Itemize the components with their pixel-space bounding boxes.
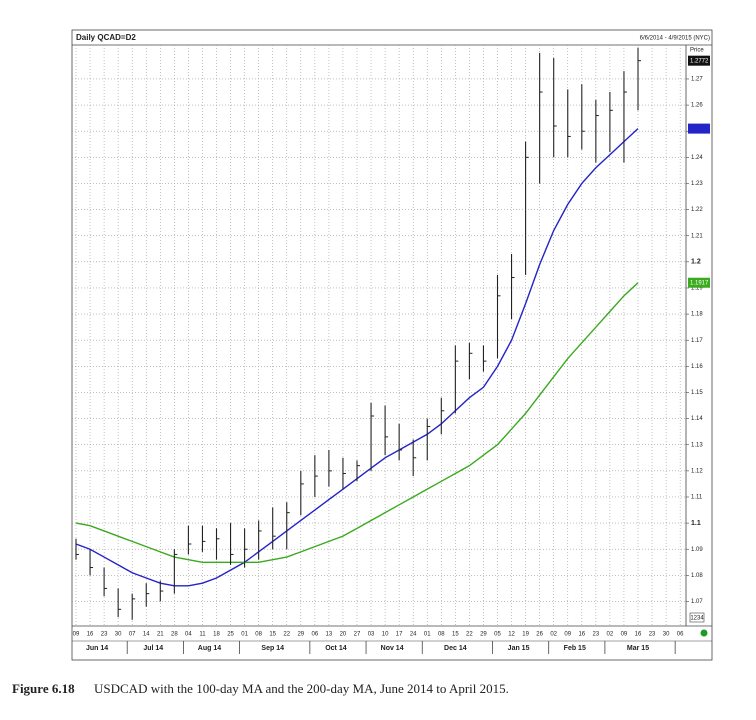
x-tick-label: 22 [283,632,290,638]
month-label: Jul 14 [143,645,163,652]
caption-label: Figure 6.18 [12,681,75,696]
chart-frame [71,29,713,661]
date-range: 6/6/2014 - 4/9/2015 (NYC) [640,36,710,42]
x-tick-label: 29 [480,632,487,638]
status-dot [700,629,708,637]
last-price-box [688,55,710,66]
month-label: Feb 15 [564,645,586,652]
corner-box [689,612,705,623]
x-tick-label: 01 [241,632,248,638]
x-tick-label: 17 [396,632,403,638]
month-label: Nov 14 [381,645,404,652]
x-tick-label: 29 [297,632,304,638]
y-tick-label: 1.1 [691,520,701,527]
x-tick-label: 15 [269,632,276,638]
x-tick-label: 10 [382,632,389,638]
x-tick-label: 26 [536,632,543,638]
x-tick-label: 23 [593,632,600,638]
x-tick-label: 09 [621,632,628,638]
x-tick-label: 02 [550,632,557,638]
y-tick-label: 1.15 [691,390,703,396]
month-label: Dec 14 [444,645,467,652]
x-tick-label: 12 [508,632,515,638]
x-tick-label: 01 [424,632,431,638]
x-tick-label: 04 [185,632,192,638]
x-tick-label: 23 [101,632,108,638]
y-tick-label: 1.24 [691,155,703,161]
y-tick-label: 1.11 [691,495,703,501]
corner-label: 1234 [690,616,704,622]
x-tick-label: 11 [199,632,206,638]
chart-title: Daily QCAD=D2 [76,33,136,42]
x-tick-label: 21 [157,632,164,638]
x-tick-label: 06 [312,632,319,638]
x-tick-label: 27 [354,632,361,638]
x-tick-label: 16 [578,632,585,638]
price-label: Price [690,48,704,54]
y-tick-label: 1.2 [691,259,701,266]
x-tick-label: 08 [438,632,445,638]
x-tick-label: 09 [564,632,571,638]
x-tick-label: 07 [129,632,136,638]
ma-last-box [688,277,710,288]
x-tick-label: 15 [452,632,459,638]
month-label: Oct 14 [325,645,347,652]
ma-last-box [688,123,710,134]
x-tick-label: 02 [607,632,614,638]
caption-text: USDCAD with the 100-day MA and the 200-d… [94,681,509,696]
x-tick-label: 20 [340,632,347,638]
x-tick-label: 30 [115,632,122,638]
x-tick-label: 22 [466,632,473,638]
x-tick-label: 19 [522,632,529,638]
moving-average-line [75,282,639,563]
x-tick-label: 16 [87,632,94,638]
month-label: Jun 14 [86,645,108,652]
x-tick-label: 18 [213,632,220,638]
x-tick-label: 16 [635,632,642,638]
x-tick-label: 30 [663,632,670,638]
y-tick-label: 1.19 [691,286,703,292]
y-tick-label: 1.22 [691,207,703,213]
x-tick-label: 25 [227,632,234,638]
y-tick-label: 1.13 [691,442,703,448]
y-tick-label: 1.14 [691,416,703,422]
y-tick-label: 1.21 [691,233,703,239]
x-tick-label: 28 [171,632,178,638]
last-price-label: 1.2772 [690,58,709,64]
y-tick-label: 1.26 [691,103,703,109]
y-tick-label: 1.07 [691,599,703,605]
month-label: Sep 14 [261,645,284,652]
ma-last-label: 1.1917 [690,280,709,286]
y-tick-label: 1.17 [691,338,703,344]
y-tick-label: 1.09 [691,547,703,553]
x-tick-label: 06 [677,632,684,638]
y-tick-label: 1.23 [691,181,703,187]
x-tick-label: 03 [368,632,375,638]
x-tick-label: 09 [73,632,80,638]
x-tick-label: 05 [494,632,501,638]
x-tick-label: 13 [326,632,333,638]
month-label: Jan 15 [508,645,530,652]
y-tick-label: 1.12 [691,468,703,474]
x-tick-label: 23 [649,632,656,638]
month-label: Aug 14 [198,645,221,652]
y-tick-label: 1.08 [691,573,703,579]
y-tick-label: 1.18 [691,312,703,318]
x-tick-label: 24 [410,632,417,638]
y-tick-label: 1.16 [691,364,703,370]
x-tick-label: 14 [143,632,150,638]
y-tick-label: 1.27 [691,77,703,83]
x-tick-label: 08 [255,632,262,638]
month-label: Mar 15 [627,645,649,652]
